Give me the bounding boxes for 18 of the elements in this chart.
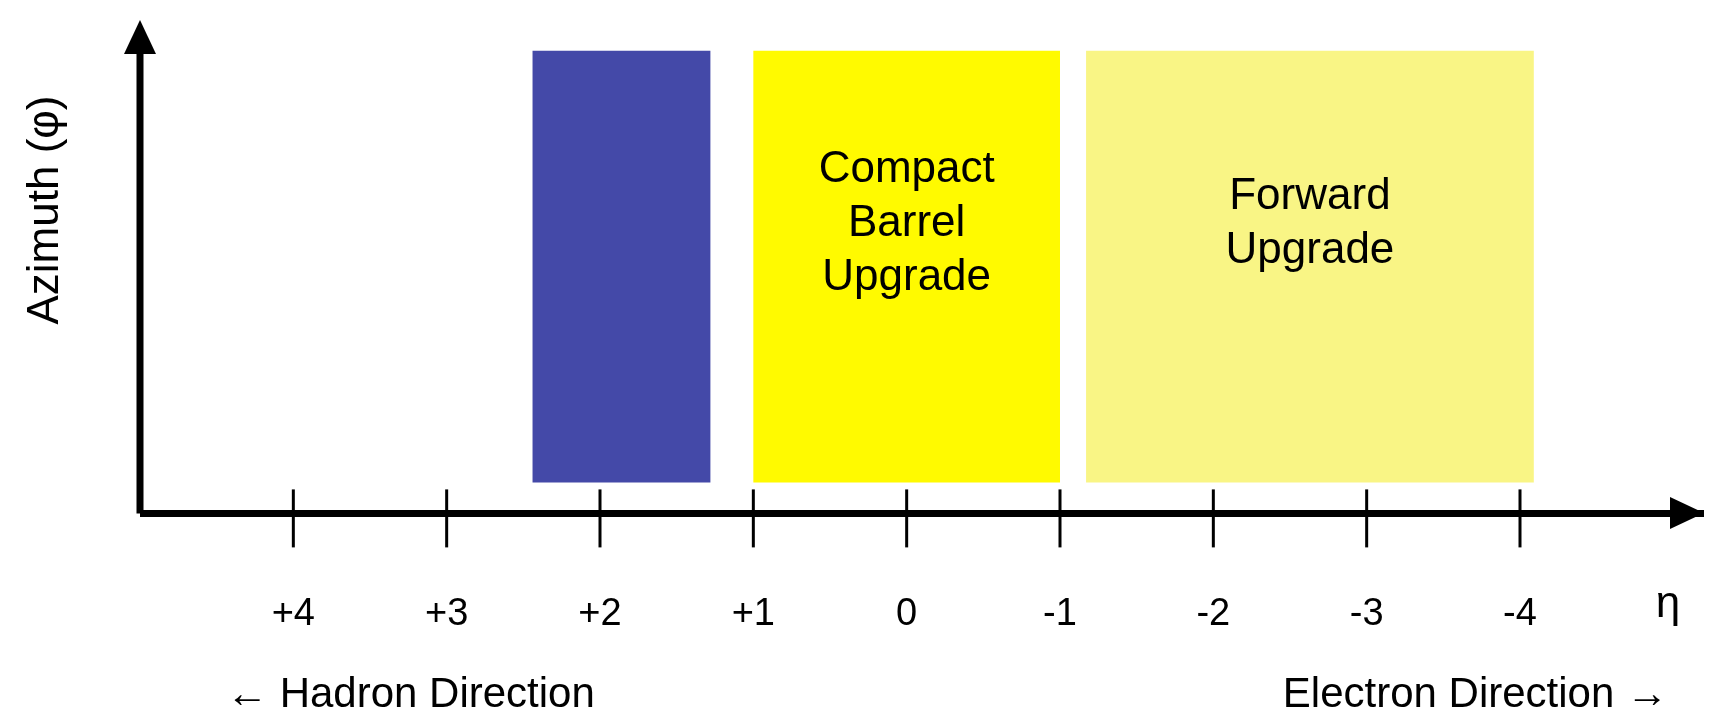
- x-tick-label: -4: [1503, 590, 1537, 633]
- x-tick-label: -3: [1349, 590, 1384, 633]
- bar: [753, 50, 1060, 483]
- text: Electron Direction →: [1282, 668, 1668, 716]
- x-axis-title: η: [1655, 577, 1681, 627]
- x-tick-label: +4: [271, 590, 315, 633]
- x-tick-label: -1: [1043, 590, 1077, 633]
- x-tick-label: +2: [578, 590, 622, 633]
- y-axis-title: Azimuth (φ): [18, 95, 68, 325]
- bar: [1086, 50, 1534, 483]
- series-label: Compact Barrel Upgrade: [818, 141, 995, 299]
- x-tick-label: -2: [1196, 590, 1231, 633]
- text: ← Hadron Direction: [226, 668, 595, 716]
- x-tick-label: +3: [425, 590, 469, 633]
- x-tick-label: +1: [731, 590, 775, 633]
- x-tick-label: 0: [896, 590, 918, 633]
- bar: [532, 50, 711, 483]
- series-label: Forward Upgrade: [1225, 168, 1395, 272]
